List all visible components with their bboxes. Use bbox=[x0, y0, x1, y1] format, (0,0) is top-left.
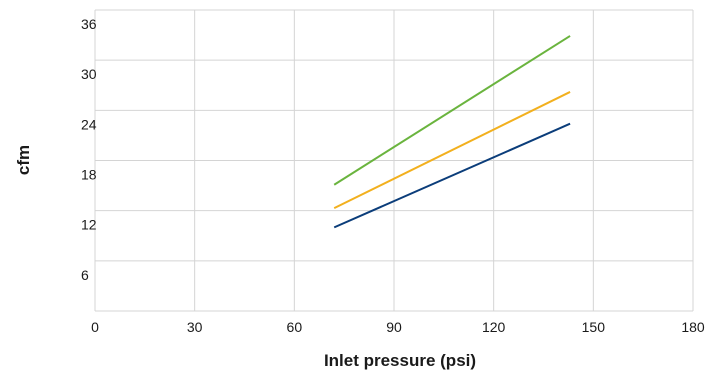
grid bbox=[94, 9, 694, 312]
y-tick-labels: 6 12 18 24 30 36 bbox=[81, 16, 97, 283]
y-tick-label: 6 bbox=[81, 267, 89, 283]
y-tick-label: 18 bbox=[81, 167, 97, 183]
x-tick-label: 180 bbox=[681, 319, 705, 335]
y-tick-label: 24 bbox=[81, 116, 97, 132]
x-tick-label: 150 bbox=[582, 319, 606, 335]
x-axis-title: Inlet pressure (psi) bbox=[324, 351, 476, 370]
x-tick-labels: 0 30 60 90 120 150 180 bbox=[91, 319, 705, 335]
x-tick-label: 60 bbox=[287, 319, 303, 335]
y-tick-label: 30 bbox=[81, 66, 97, 82]
y-tick-label: 36 bbox=[81, 16, 97, 32]
series-lines bbox=[333, 35, 571, 229]
x-tick-label: 30 bbox=[187, 319, 203, 335]
x-tick-label: 90 bbox=[386, 319, 402, 335]
y-axis-title: cfm bbox=[14, 145, 33, 175]
series-line-3 bbox=[333, 122, 571, 229]
x-tick-label: 120 bbox=[482, 319, 506, 335]
series-line-1 bbox=[333, 35, 571, 186]
x-tick-label: 0 bbox=[91, 319, 99, 335]
series-line-2 bbox=[333, 91, 571, 210]
y-tick-label: 12 bbox=[81, 217, 97, 233]
